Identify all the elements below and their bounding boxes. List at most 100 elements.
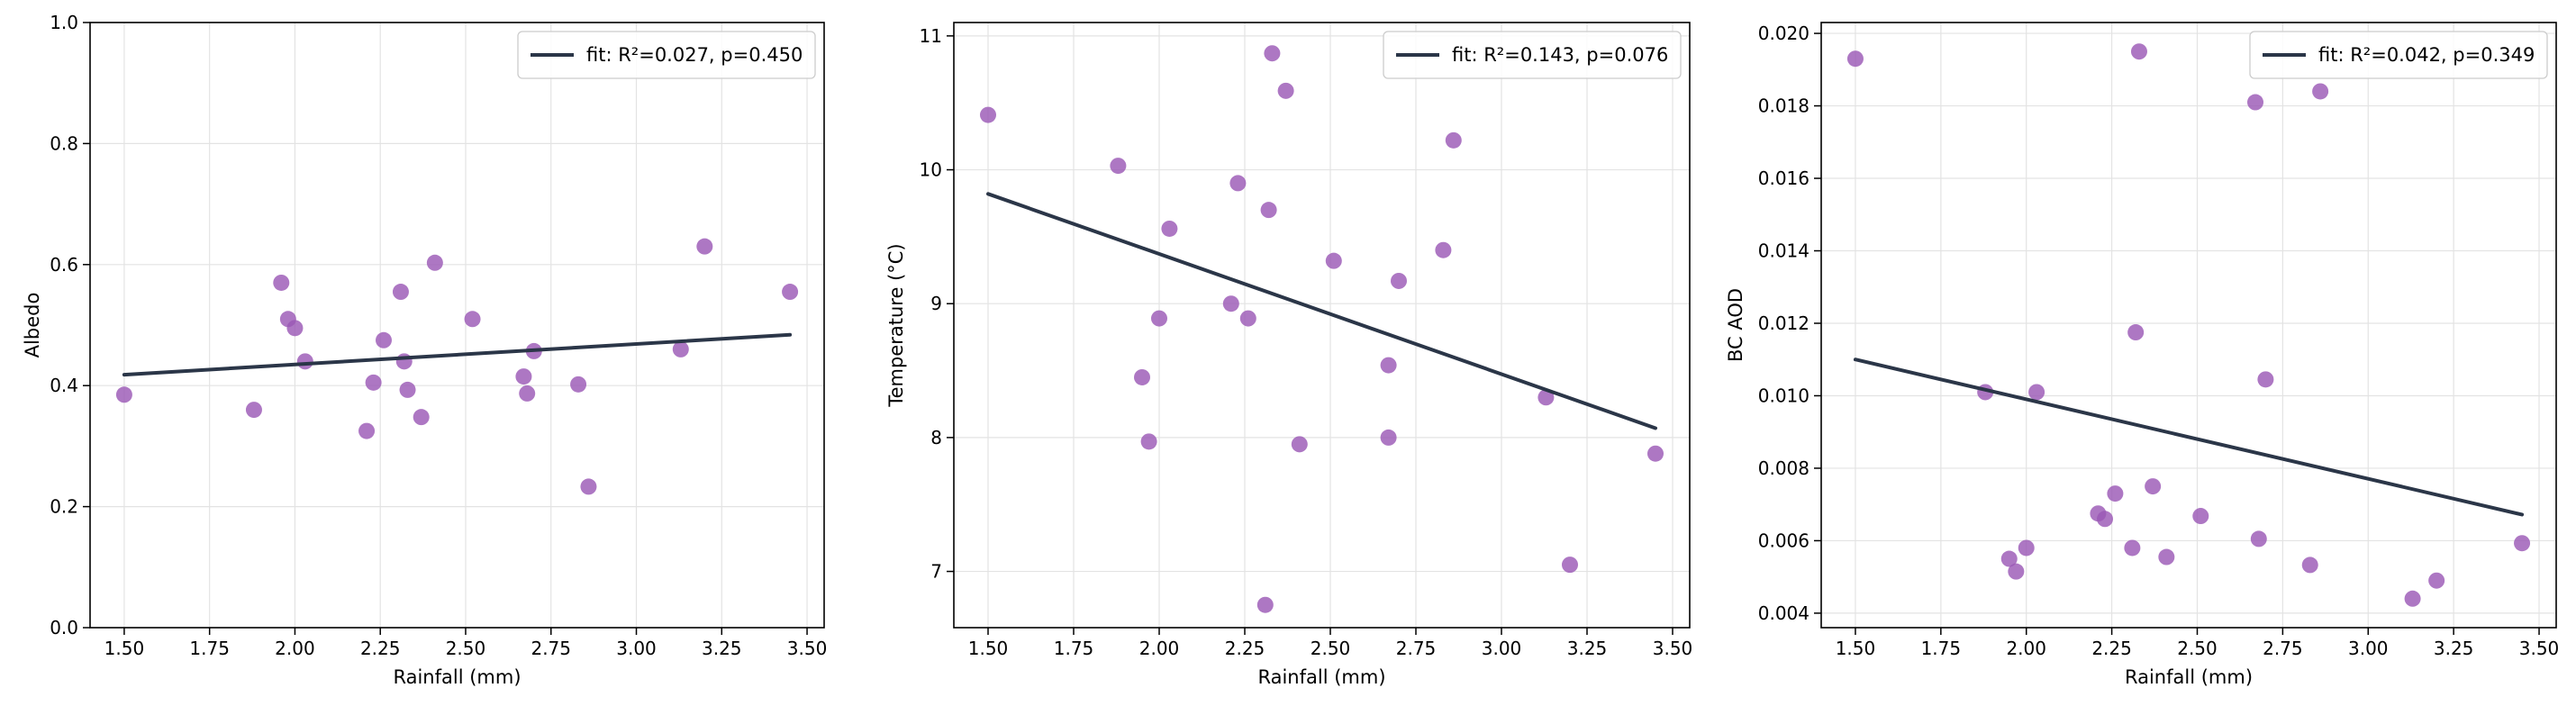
y-tick-label: 0.006 [1758, 530, 1810, 551]
y-tick-label: 10 [920, 159, 942, 181]
y-tick-label: 11 [920, 25, 942, 47]
y-tick-label: 0.8 [50, 132, 78, 154]
scatter-point [395, 353, 413, 370]
scatter-point [1260, 202, 1277, 219]
y-tick-label: 7 [930, 561, 942, 583]
x-tick-label: 2.25 [360, 638, 401, 659]
scatter-point [1161, 220, 1178, 237]
y-axis-label: Albedo [22, 293, 43, 358]
axes-frame [89, 22, 825, 629]
legend-box [2249, 31, 2548, 79]
scatter-point [1380, 357, 1397, 374]
scatter-point [2257, 371, 2274, 388]
x-tick-label: 3.00 [616, 638, 657, 659]
legend-box [1383, 31, 1682, 79]
scatter-point [2247, 94, 2264, 111]
scatter-point [413, 409, 430, 426]
scatter-points [1846, 43, 2531, 607]
x-tick-label: 2.00 [275, 638, 315, 659]
scatter-point [782, 284, 799, 301]
scatter-point [1110, 158, 1127, 175]
scatter-point [464, 311, 481, 328]
x-tick-label: 3.25 [1567, 638, 1608, 659]
y-tick-label: 0.0 [50, 617, 78, 638]
y-tick-label: 0.6 [50, 254, 78, 276]
x-tick-label: 3.50 [787, 638, 828, 659]
fit-line [1853, 358, 2525, 517]
scatter-point [2404, 590, 2421, 607]
fit-line [986, 192, 1657, 430]
scatter-point [1445, 131, 1462, 149]
scatter-point [2127, 324, 2145, 341]
scatter-point [365, 374, 382, 391]
scatter-point [392, 284, 409, 301]
scatter-point [2145, 478, 2162, 495]
x-tick-label: 2.50 [2177, 638, 2218, 659]
x-tick-label: 3.50 [1653, 638, 1693, 659]
legend-box [517, 31, 816, 79]
scatter-point [399, 381, 416, 398]
x-tick-label: 2.00 [1139, 638, 1180, 659]
x-tick-label: 3.50 [2519, 638, 2560, 659]
scatter-point [296, 353, 313, 370]
axes-frame [1820, 22, 2557, 629]
scatter-point [376, 331, 392, 348]
legend-label: fit: R²=0.027, p=0.450 [586, 44, 803, 66]
x-tick-label: 3.25 [702, 638, 742, 659]
scatter-point [1264, 45, 1281, 62]
scatter-point [980, 106, 996, 123]
scatter-point [245, 402, 262, 419]
legend: fit: R²=0.027, p=0.450 [517, 31, 816, 79]
scatter-point [2312, 83, 2329, 100]
grid-lines [90, 22, 824, 629]
scatter-point [570, 376, 587, 393]
chart-panel-1: 1.50 1.75 2.00 2.25 2.50 2.75 3.00 3.25 3.50 0.0 0… [22, 12, 827, 688]
legend-label: fit: R²=0.143, p=0.076 [1452, 44, 1668, 66]
scatter-point [286, 320, 304, 337]
y-axis-label: Temperature (°C) [885, 243, 907, 407]
scatter-point [515, 368, 532, 385]
fit-line [122, 332, 793, 377]
grid-lines [1821, 23, 2556, 628]
y-tick-label: 0.012 [1758, 312, 1810, 334]
y-tick-label: 1.0 [50, 12, 78, 33]
scatter-point [1562, 557, 1578, 574]
scatter-point [1151, 310, 1167, 327]
x-tick-label: 1.75 [1054, 638, 1094, 659]
y-tick-label: 0.016 [1758, 167, 1810, 189]
scatter-point [2158, 548, 2175, 566]
scatter-point [2097, 511, 2114, 528]
scatter-point [1140, 433, 1157, 450]
scatter-point [519, 385, 536, 402]
x-tick-label: 1.50 [968, 638, 1009, 659]
scatter-point [2301, 557, 2318, 574]
x-tick-label: 1.50 [1836, 638, 1876, 659]
scatter-point [2018, 539, 2035, 557]
x-axis-label: Rainfall (mm) [393, 666, 521, 688]
axes-frame [953, 22, 1691, 629]
scatter-point [1391, 272, 1407, 289]
scatter-point [1277, 82, 1294, 99]
scatter-point [1229, 175, 1247, 192]
x-axis-label: Rainfall (mm) [1257, 666, 1385, 688]
scatter-point [2008, 563, 2025, 580]
scatter-point [2124, 539, 2141, 557]
y-tick-label: 0.008 [1758, 457, 1810, 479]
x-tick-label: 2.50 [1311, 638, 1351, 659]
y-tick-label: 0.010 [1758, 385, 1810, 406]
x-tick-label: 2.00 [2006, 638, 2046, 659]
scatter-point [2130, 43, 2147, 60]
y-tick-label: 0.4 [50, 375, 78, 396]
x-tick-label: 3.00 [1482, 638, 1522, 659]
x-tick-label: 3.25 [2434, 638, 2474, 659]
x-axis-label: Rainfall (mm) [2125, 666, 2253, 688]
x-tick-label: 2.75 [2263, 638, 2303, 659]
x-tick-label: 2.75 [1396, 638, 1437, 659]
scatter-point [2028, 384, 2045, 401]
x-tick-label: 3.00 [2348, 638, 2389, 659]
x-tick-label: 2.25 [2091, 638, 2132, 659]
y-tick-label: 0.014 [1758, 240, 1810, 262]
y-tick-label: 0.020 [1758, 23, 1810, 44]
y-tick-label: 8 [930, 427, 942, 448]
